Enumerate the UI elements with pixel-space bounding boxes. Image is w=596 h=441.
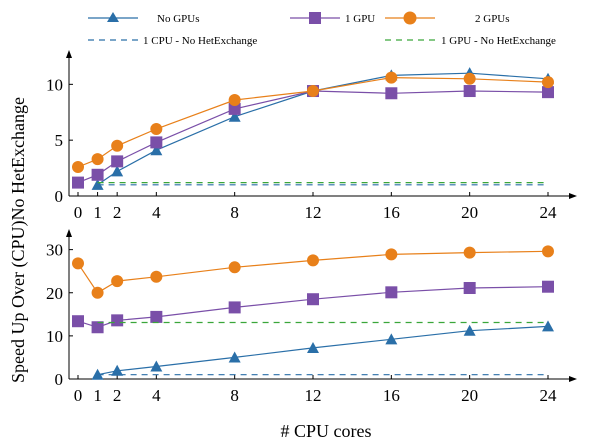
data-point-2-gpus — [228, 93, 241, 106]
data-point-1-gpu — [72, 315, 84, 328]
series-line-1-gpu — [77, 90, 549, 184]
legend-label-1-cpu-no-hetexchange: 1 CPU - No HetExchange — [143, 35, 257, 47]
data-point-no-gpus — [150, 144, 163, 156]
data-point-no-gpus — [111, 165, 124, 177]
data-point-2-gpus — [463, 72, 476, 85]
legend-item-no-gpus: No GPUs — [88, 12, 199, 25]
data-point-2-gpus — [111, 275, 124, 288]
data-point-1-gpu — [150, 136, 163, 149]
legend-item-2-gpus: 2 GPUs — [385, 11, 510, 25]
y-axis-title: Speed Up Over (CPU)No HetExchange — [8, 97, 29, 383]
x-tick-label: 8 — [230, 203, 239, 222]
x-axis-title: # CPU cores — [281, 421, 372, 441]
x-tick-label: 12 — [305, 386, 322, 405]
data-point-1-gpu — [111, 155, 124, 168]
data-point-1-gpu — [307, 293, 319, 306]
legend-item-1-gpu-no-hetexchange: 1 GPU - No HetExchange — [385, 35, 556, 47]
series-line-1-gpu — [77, 286, 549, 328]
x-tick-label: 1 — [93, 203, 102, 222]
x-tick-label: 2 — [113, 386, 122, 405]
legend-label-1-gpu: 1 GPU — [345, 13, 375, 25]
legend-marker-triangle — [107, 12, 119, 22]
y-tick-label: 20 — [46, 284, 63, 303]
legend-label-no-gpus: No GPUs — [157, 13, 199, 25]
y-tick-label: 10 — [46, 75, 63, 94]
data-point-2-gpus — [307, 254, 319, 267]
legend-label-2-gpus: 2 GPUs — [475, 13, 510, 25]
data-point-1-gpu — [91, 168, 104, 181]
legend-item-1-gpu: 1 GPU — [290, 12, 375, 25]
data-point-2-gpus — [385, 71, 398, 84]
data-point-1-gpu — [72, 176, 84, 189]
x-tick-label: 0 — [74, 203, 83, 222]
data-point-2-gpus — [150, 270, 163, 283]
series-line-no-gpus — [97, 72, 549, 186]
data-point-1-gpu — [463, 85, 476, 98]
legend-marker-square — [309, 12, 321, 24]
y-tick-label: 30 — [46, 241, 63, 260]
x-tick-label: 20 — [461, 386, 478, 405]
x-tick-label: 0 — [74, 386, 83, 405]
data-point-no-gpus — [228, 110, 241, 122]
x-tick-label: 8 — [230, 386, 239, 405]
legend-label-1-gpu-no-hetexchange: 1 GPU - No HetExchange — [441, 35, 556, 47]
data-point-2-gpus — [385, 248, 398, 261]
y-tick-label: 0 — [55, 370, 64, 389]
data-point-no-gpus — [542, 320, 554, 332]
data-point-2-gpus — [111, 139, 124, 152]
data-point-2-gpus — [542, 245, 554, 258]
data-point-2-gpus — [91, 286, 104, 299]
y-axis-arrow — [66, 50, 72, 58]
x-tick-label: 4 — [152, 203, 161, 222]
y-tick-label: 5 — [55, 131, 64, 150]
y-axis-arrow — [66, 229, 72, 237]
x-axis-arrow — [569, 193, 577, 199]
data-point-2-gpus — [72, 160, 84, 173]
data-point-no-gpus — [463, 324, 476, 336]
data-point-1-gpu — [542, 280, 554, 293]
data-point-2-gpus — [228, 261, 241, 274]
data-point-2-gpus — [307, 85, 319, 98]
x-tick-label: 24 — [540, 203, 558, 222]
x-tick-label: 2 — [113, 203, 122, 222]
data-point-2-gpus — [542, 76, 554, 89]
data-point-1-gpu — [150, 310, 163, 323]
data-point-1-gpu — [542, 86, 554, 99]
data-point-no-gpus — [385, 333, 398, 345]
data-point-no-gpus — [307, 341, 319, 353]
x-tick-label: 4 — [152, 386, 161, 405]
x-tick-label: 16 — [383, 203, 400, 222]
data-point-1-gpu — [228, 301, 241, 314]
y-tick-label: 0 — [55, 187, 64, 206]
data-point-1-gpu — [385, 87, 398, 100]
data-point-1-gpu — [463, 282, 476, 295]
x-tick-label: 1 — [93, 386, 102, 405]
data-point-1-gpu — [111, 314, 124, 327]
data-point-no-gpus — [91, 368, 104, 380]
x-tick-label: 16 — [383, 386, 400, 405]
data-point-2-gpus — [463, 246, 476, 259]
data-point-no-gpus — [111, 364, 124, 376]
x-axis-arrow — [569, 376, 577, 382]
data-point-no-gpus — [228, 351, 241, 363]
legend-marker-circle — [403, 11, 417, 25]
data-point-1-gpu — [91, 321, 104, 334]
data-point-2-gpus — [72, 257, 84, 270]
x-tick-label: 24 — [540, 386, 558, 405]
series-line-no-gpus — [97, 325, 549, 376]
data-point-2-gpus — [91, 153, 104, 166]
x-tick-label: 20 — [461, 203, 478, 222]
data-point-1-gpu — [385, 286, 398, 299]
data-point-2-gpus — [150, 123, 163, 135]
data-point-no-gpus — [150, 360, 163, 372]
data-point-no-gpus — [91, 178, 104, 190]
data-point-1-gpu — [228, 102, 241, 115]
x-tick-label: 12 — [305, 203, 322, 222]
legend: No GPUs 1 GPU 2 GPUs 1 CPU - No HetExcha… — [88, 11, 556, 47]
y-tick-label: 10 — [46, 327, 63, 346]
legend-item-1-cpu-no-hetexchange: 1 CPU - No HetExchange — [88, 35, 257, 47]
